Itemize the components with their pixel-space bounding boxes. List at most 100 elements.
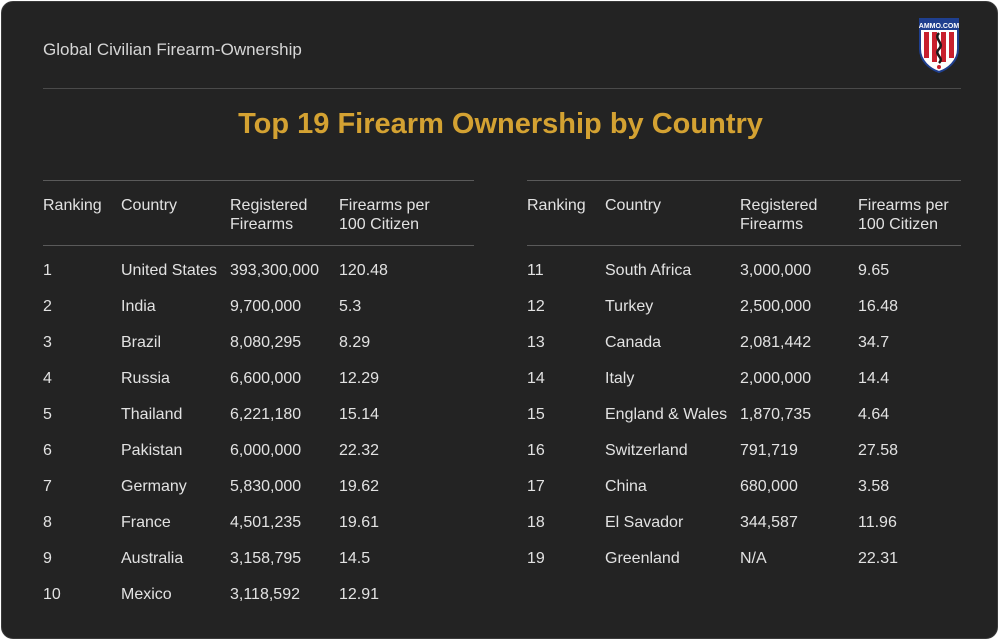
rank-cell: 2 (43, 298, 52, 315)
country-cell: Greenland (605, 550, 680, 567)
registered-cell: 8,080,295 (230, 334, 302, 351)
per100-cell: 12.29 (339, 370, 380, 387)
rank-cell: 9 (43, 550, 52, 567)
ranking-table-right: Ranking Country Registered Firearms Firea… (527, 180, 961, 586)
country-cell: El Savador (605, 514, 684, 531)
registered-cell: 791,719 (740, 442, 798, 459)
registered-cell: 2,500,000 (740, 298, 812, 315)
registered-cell: 344,587 (740, 514, 798, 531)
table-header-rule (43, 245, 474, 246)
rank-cell: 14 (527, 370, 545, 387)
col-ranking: Ranking (527, 197, 586, 214)
per100-cell: 16.48 (858, 298, 899, 315)
per100-cell: 14.4 (858, 370, 890, 387)
country-cell: Russia (121, 370, 170, 387)
col-ranking: Ranking (43, 197, 102, 214)
rank-cell: 5 (43, 406, 52, 423)
rank-cell: 6 (43, 442, 52, 459)
table-row: 13 Canada 2,081,442 34.7 (527, 334, 961, 370)
per100-cell: 4.64 (858, 406, 890, 423)
table-header: Ranking Country Registered Firearms Firea… (43, 181, 474, 245)
per100-cell: 12.91 (339, 586, 380, 603)
table-row: 11 South Africa 3,000,000 9.65 (527, 262, 961, 298)
country-cell: Italy (605, 370, 635, 387)
registered-cell: 6,600,000 (230, 370, 302, 387)
country-cell: Canada (605, 334, 662, 351)
table-row: 12 Turkey 2,500,000 16.48 (527, 298, 961, 334)
col-per100: Firearms per 100 Citizen (339, 197, 430, 233)
col-per100: Firearms per 100 Citizen (858, 197, 949, 233)
rank-cell: 12 (527, 298, 545, 315)
table-row: 10 Mexico 3,118,592 12.91 (43, 586, 474, 622)
header-title: Global Civilian Firearm-Ownership (43, 40, 302, 59)
country-cell: China (605, 478, 647, 495)
per100-cell: 3.58 (858, 478, 890, 495)
country-cell: Thailand (121, 406, 183, 423)
rank-cell: 17 (527, 478, 545, 495)
per100-cell: 34.7 (858, 334, 890, 351)
registered-cell: 2,000,000 (740, 370, 812, 387)
header-divider (43, 88, 961, 89)
registered-cell: 393,300,000 (230, 262, 319, 279)
registered-cell: 3,000,000 (740, 262, 812, 279)
country-cell: United States (121, 262, 218, 279)
rank-cell: 16 (527, 442, 545, 459)
per100-cell: 19.61 (339, 514, 380, 531)
col-registered: Registered Firearms (740, 197, 818, 233)
registered-cell: 3,118,592 (230, 586, 300, 603)
registered-cell: 5,830,000 (230, 478, 302, 495)
table-body: 1 United States 393,300,000 120.48 2 India 9,… (43, 246, 474, 622)
registered-cell: 4,501,235 (230, 514, 302, 531)
country-cell: India (121, 298, 156, 315)
table-row: 6 Pakistan 6,000,000 22.32 (43, 442, 474, 478)
rank-cell: 19 (527, 550, 545, 567)
logo-text: AMMO.COM (919, 23, 960, 30)
table-row: 2 India 9,700,000 5.3 (43, 298, 474, 334)
rank-cell: 8 (43, 514, 52, 531)
rank-cell: 10 (43, 586, 61, 603)
rank-cell: 18 (527, 514, 545, 531)
ammo-logo: AMMO.COM (918, 17, 960, 74)
country-cell: Australia (121, 550, 184, 567)
rank-cell: 1 (43, 262, 52, 279)
country-cell: Germany (121, 478, 187, 495)
country-cell: England & Wales (605, 406, 728, 423)
table-row: 5 Thailand 6,221,180 15.14 (43, 406, 474, 442)
rank-cell: 4 (43, 370, 52, 387)
rank-cell: 3 (43, 334, 52, 351)
col-country: Country (121, 197, 178, 214)
table-row: 1 United States 393,300,000 120.48 (43, 262, 474, 298)
table-body: 11 South Africa 3,000,000 9.65 12 Turkey 2,50… (527, 246, 961, 586)
table-row: 19 Greenland N/A 22.31 (527, 550, 961, 586)
registered-cell: N/A (740, 550, 767, 567)
table-header-rule (527, 245, 961, 246)
col-registered: Registered Firearms (230, 197, 308, 233)
per100-cell: 27.58 (858, 442, 899, 459)
table-row: 18 El Savador 344,587 11.96 (527, 514, 961, 550)
col-country: Country (605, 197, 662, 214)
table-row: 8 France 4,501,235 19.61 (43, 514, 474, 550)
per100-cell: 8.29 (339, 334, 371, 351)
country-cell: Switzerland (605, 442, 688, 459)
per100-cell: 120.48 (339, 262, 388, 279)
table-row: 14 Italy 2,000,000 14.4 (527, 370, 961, 406)
ranking-table-left: Ranking Country Registered Firearms Firea… (43, 180, 474, 622)
table-header: Ranking Country Registered Firearms Firea… (527, 181, 961, 245)
table-row: 15 England & Wales 1,870,735 4.64 (527, 406, 961, 442)
per100-cell: 5.3 (339, 298, 362, 315)
per100-cell: 22.31 (858, 550, 899, 567)
country-cell: Turkey (605, 298, 654, 315)
per100-cell: 19.62 (339, 478, 380, 495)
registered-cell: 3,158,795 (230, 550, 302, 567)
table-row: 3 Brazil 8,080,295 8.29 (43, 334, 474, 370)
table-top-rule (43, 180, 474, 181)
table-row: 4 Russia 6,600,000 12.29 (43, 370, 474, 406)
table-row: 17 China 680,000 3.58 (527, 478, 961, 514)
registered-cell: 680,000 (740, 478, 798, 495)
registered-cell: 2,081,442 (740, 334, 812, 351)
per100-cell: 11.96 (858, 514, 897, 531)
registered-cell: 6,221,180 (230, 406, 302, 423)
registered-cell: 6,000,000 (230, 442, 302, 459)
per100-cell: 14.5 (339, 550, 371, 567)
